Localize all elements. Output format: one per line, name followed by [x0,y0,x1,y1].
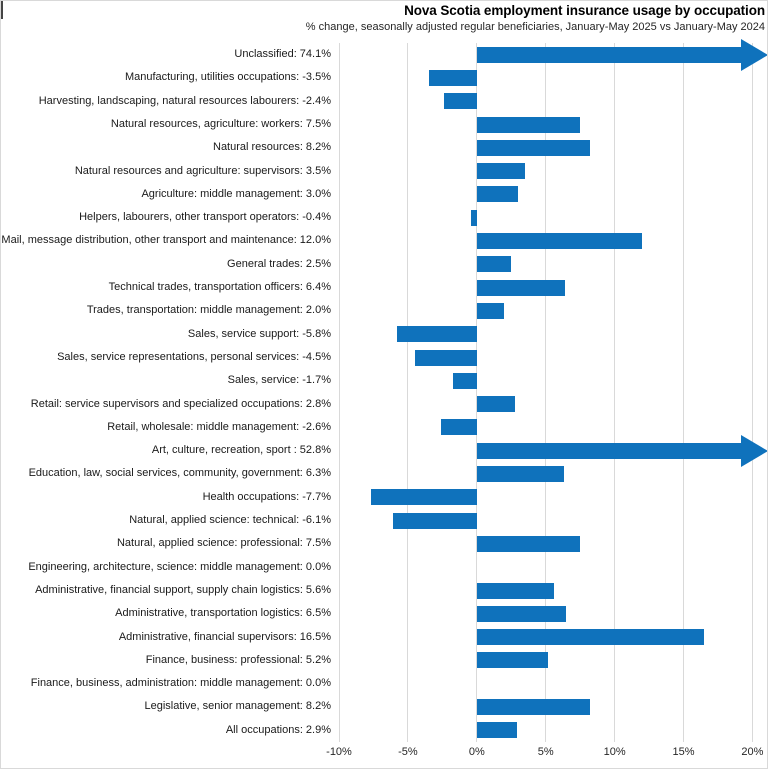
bar [476,139,590,156]
category-label: Finance, business, administration: middl… [30,677,331,690]
x-axis-tick: 10% [603,746,626,758]
category-label: Retail: service supervisors and speciali… [30,397,331,410]
bar [476,116,581,133]
x-axis-tick: 5% [537,746,554,758]
x-axis-tick: -10% [326,746,352,758]
category-label: Administrative, transportation logistics… [115,607,331,620]
category-label: Sales, service: -1.7% [227,374,331,387]
category-label: Mail, message distribution, other transp… [1,234,331,247]
category-label: General trades: 2.5% [227,257,331,270]
chart-border-mark [1,1,3,19]
category-label: Trades, transportation: middle managemen… [86,304,331,317]
category-label: Art, culture, recreation, sport : 52.8% [151,444,331,457]
bar [443,93,477,110]
category-label: Engineering, architecture, science: midd… [28,560,331,573]
category-label: Education, law, social services, communi… [28,467,331,480]
bar [476,302,505,319]
bar [428,69,477,86]
bar [476,722,517,739]
category-label: Sales, service support: -5.8% [187,327,331,340]
x-axis-tick: -5% [398,746,418,758]
category-label: Retail, wholesale: middle management: -2… [107,420,331,433]
category-label: Natural resources, agriculture: workers:… [110,117,331,130]
category-label: Natural, applied science: professional: … [116,537,331,550]
bar [476,186,519,203]
gridline [407,43,409,742]
category-label: Harvesting, landscaping, natural resourc… [38,94,331,107]
chart-subtitle: % change, seasonally adjusted regular be… [305,21,765,33]
category-label: All occupations: 2.9% [225,723,331,736]
category-label: Unclassified: 74.1% [234,48,331,60]
category-label: Manufacturing, utilities occupations: -3… [124,71,331,84]
category-label: Finance, business: professional: 5.2% [145,653,331,666]
category-label: Administrative, financial supervisors: 1… [118,630,331,643]
gridline [751,43,753,742]
category-label: Administrative, financial support, suppl… [35,583,331,596]
overflow-arrow-icon [741,38,767,71]
bar [476,466,564,483]
bar [476,535,581,552]
bar [476,629,705,646]
x-axis-tick: 0% [468,746,485,758]
bar [476,279,565,296]
x-axis-tick: 15% [672,746,695,758]
bar [392,512,477,529]
bar [396,326,477,343]
bar [476,652,549,669]
gridline [338,43,340,742]
category-label: Sales, service representations, personal… [57,350,331,363]
bar [370,489,477,506]
bar [440,419,477,436]
bar [414,349,477,366]
bar [476,699,590,716]
gridline [614,43,616,742]
bar [476,442,741,459]
category-label: Natural resources: 8.2% [213,141,331,154]
x-axis-tick: 20% [741,746,764,758]
category-label: Legislative, senior management: 8.2% [144,700,332,713]
bar [476,233,643,250]
category-label: Agriculture: middle management: 3.0% [141,187,331,200]
bar [476,396,516,413]
bar [471,209,477,226]
category-label: Health occupations: -7.7% [202,490,331,503]
bar [476,163,526,180]
gridline [683,43,684,742]
overflow-arrow-icon [741,434,767,467]
category-label: Helpers, labourers, other transport oper… [79,211,331,224]
bar [476,605,567,622]
category-label: Natural resources and agriculture: super… [74,164,331,177]
bar [476,582,554,599]
bar [476,46,741,63]
category-label: Technical trades, transportation officer… [108,281,331,293]
gridline [476,43,478,742]
bar [476,256,512,273]
chart-title: Nova Scotia employment insurance usage b… [404,3,765,18]
bar [453,372,477,389]
gridline [545,43,547,742]
category-label: Natural, applied science: technical: -6.… [129,514,331,526]
